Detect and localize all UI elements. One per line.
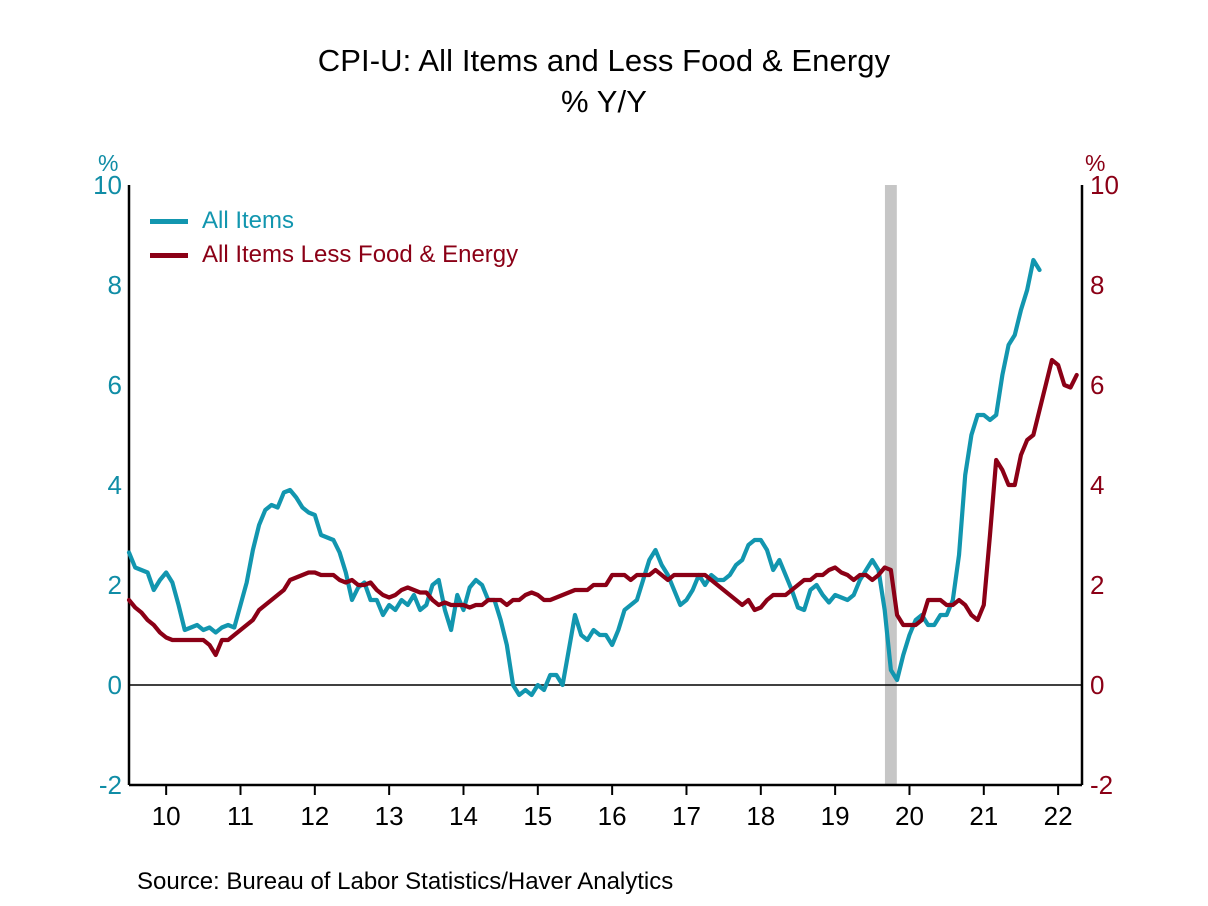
x-tick-label: 11	[226, 801, 254, 831]
y-tick-label: 2	[107, 570, 122, 600]
y-tick-label: 4	[107, 470, 122, 500]
y-tick-label: 10	[93, 170, 122, 200]
legend-item-core[interactable]: All Items Less Food & Energy	[150, 238, 518, 272]
chart-title-line-1: CPI-U: All Items and Less Food & Energy	[317, 43, 891, 78]
y-tick-label: 10	[1090, 170, 1119, 200]
x-tick-label: 12	[300, 801, 330, 831]
x-tick-label: 14	[449, 801, 478, 831]
chart-title: CPI-U: All Items and Less Food & Energy …	[0, 40, 1208, 122]
left-axis-unit: %	[98, 150, 119, 176]
right-axis-unit: %	[1085, 150, 1106, 176]
x-tick-label: 15	[523, 801, 553, 831]
legend-label-core: All Items Less Food & Energy	[202, 241, 519, 268]
y-tick-label: 0	[107, 670, 122, 700]
legend-label-all-items: All Items	[202, 207, 295, 234]
x-tick-label: 22	[1043, 801, 1073, 831]
x-tick-label: 17	[672, 801, 701, 831]
x-tick-label: 18	[746, 801, 776, 831]
y-tick-label: 2	[1090, 570, 1105, 600]
x-tick-label: 21	[969, 801, 999, 831]
recession-band	[884, 185, 897, 785]
legend-item-all-items[interactable]: All Items	[150, 204, 518, 238]
x-tick-label: 10	[151, 801, 181, 831]
y-tick-label: -2	[98, 770, 122, 800]
y-tick-label: 4	[1090, 470, 1105, 500]
y-tick-label: -2	[1090, 770, 1114, 800]
legend-swatch-core	[150, 252, 188, 258]
series-line-all-items	[126, 257, 1042, 698]
legend-swatch-all-items	[150, 218, 188, 224]
x-tick-label: 16	[597, 801, 627, 831]
y-tick-label: 8	[1090, 270, 1105, 300]
y-tick-label: 8	[107, 270, 122, 300]
y-tick-label: 6	[1090, 370, 1105, 400]
source-note: Source: Bureau of Labor Statistics/Haver…	[137, 868, 674, 895]
chart-legend: All Items All Items Less Food & Energy	[150, 204, 518, 272]
x-tick-label: 19	[820, 801, 850, 831]
x-tick-label: 20	[894, 801, 924, 831]
y-tick-label: 0	[1090, 670, 1105, 700]
series-line-core	[126, 357, 1079, 658]
chart-title-line-2: % Y/Y	[560, 84, 648, 119]
x-tick-label: 13	[374, 801, 404, 831]
y-tick-label: 6	[107, 370, 122, 400]
